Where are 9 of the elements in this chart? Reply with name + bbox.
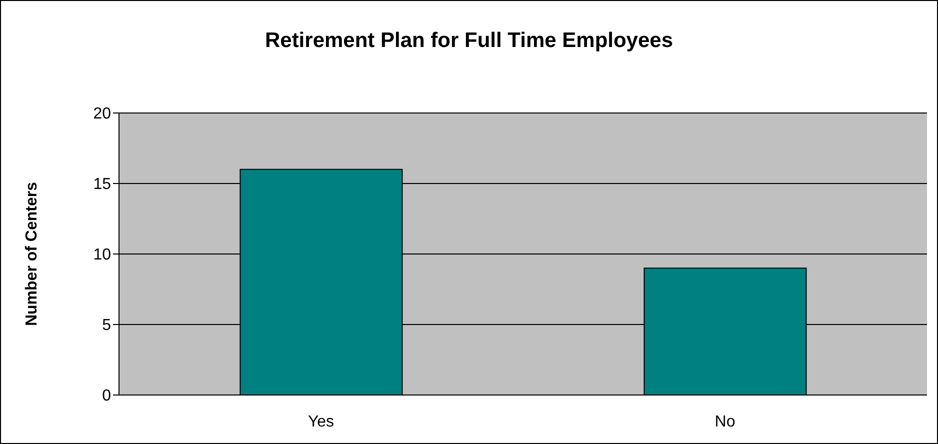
y-tick-label: 5	[102, 317, 112, 334]
x-tick-label: No	[714, 413, 736, 430]
y-axis-title: Number of Centers	[24, 182, 41, 326]
y-tick-label: 0	[102, 388, 112, 405]
y-tick-label: 20	[93, 106, 112, 123]
y-tick-label: 15	[93, 176, 112, 194]
chart-title: Retirement Plan for Full Time Employees	[264, 29, 674, 53]
x-tick-label: Yes	[308, 413, 334, 430]
y-tick-label: 10	[93, 246, 112, 264]
